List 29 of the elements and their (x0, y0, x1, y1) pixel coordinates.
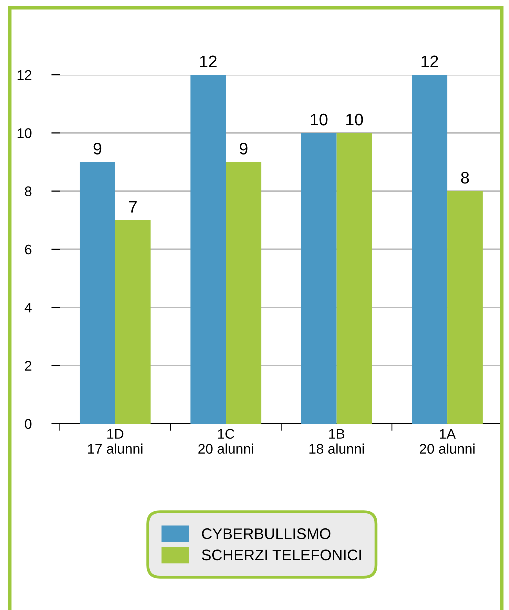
y-tick-label: 10 (18, 128, 32, 138)
y-tick-label: 0 (25, 419, 32, 430)
x-tick-label: 1D 17 alunni (88, 429, 143, 454)
bar (226, 162, 262, 424)
x-tick-label: 1A 20 alunni (420, 429, 475, 454)
y-tick-label: 8 (25, 186, 32, 197)
y-tick-label: 6 (25, 244, 32, 255)
bar (190, 75, 226, 424)
y-tick-label: 4 (24, 303, 32, 313)
x-tick-label: 1C 20 alunni (198, 429, 254, 454)
data-label: 12 (200, 56, 217, 68)
bar (301, 133, 337, 424)
data-label: 8 (461, 172, 470, 184)
bar (412, 75, 448, 424)
data-label: 7 (129, 201, 137, 213)
bar (336, 133, 372, 424)
bar (115, 220, 151, 424)
data-label: 12 (422, 56, 438, 68)
data-label: 10 (346, 114, 364, 126)
y-tick-label: 12 (18, 70, 32, 80)
y-tick-label: 2 (25, 361, 32, 371)
data-label: 10 (311, 114, 328, 126)
bar (448, 191, 483, 424)
legend-label: SCHERZI TELEFONICI (202, 550, 362, 561)
x-tick-label: 1B 18 alunni (310, 429, 364, 454)
data-label: 9 (240, 142, 248, 155)
legend-label: CYBERBULLISMO (202, 528, 331, 540)
data-label: 9 (94, 142, 102, 155)
bar (80, 162, 116, 424)
